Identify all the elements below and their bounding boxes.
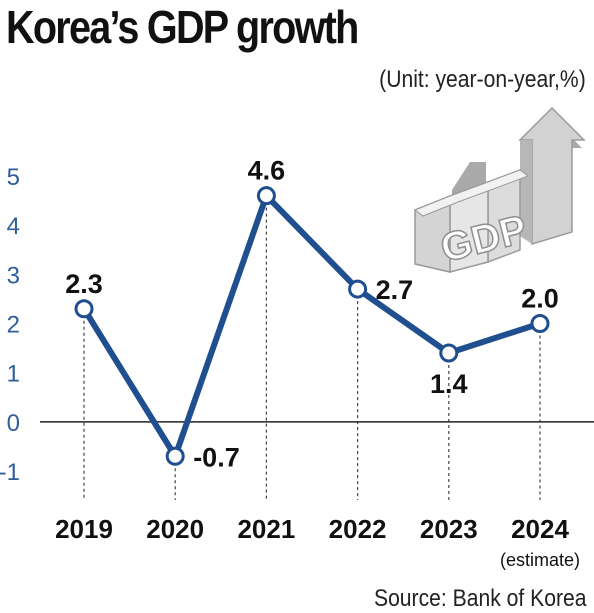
x-tick-label: 2022: [329, 514, 387, 544]
x-tick-label: 2023: [420, 514, 478, 544]
data-point: [256, 186, 276, 206]
x-tick-label: 2021: [237, 514, 295, 544]
chart-title: Korea’s GDP growth: [6, 1, 359, 53]
series-line: [81, 192, 543, 460]
data-point: [74, 299, 94, 319]
illustration-top-face: [413, 169, 530, 217]
y-tick-label: 4: [7, 213, 20, 240]
illustration-arrow-side: [520, 140, 532, 244]
x-tick-label: 2019: [55, 514, 113, 544]
data-label: -0.7: [193, 442, 240, 472]
data-point: [348, 279, 368, 299]
y-tick-label: 5: [7, 164, 20, 191]
x-tick-label: 2024: [511, 514, 569, 544]
unit-label: (Unit: year-on-year,%): [379, 66, 586, 93]
data-label: 2.7: [376, 275, 414, 305]
data-label: 2.0: [521, 284, 559, 314]
data-point: [165, 446, 185, 466]
y-tick-label: 3: [7, 262, 20, 289]
y-tick-label: 2: [7, 312, 20, 339]
x-tick-label: 2020: [146, 514, 204, 544]
data-label: 2.3: [65, 269, 103, 299]
data-label: 4.6: [248, 156, 286, 186]
y-tick-label: 1: [7, 361, 20, 388]
data-point: [530, 314, 550, 333]
gdp-3d-arrow-icon: GDP: [413, 106, 586, 273]
y-tick-label: -1: [0, 459, 20, 486]
y-tick-label: 0: [7, 410, 20, 437]
source-note: Source: Bank of Korea: [373, 585, 586, 612]
data-label: 1.4: [430, 369, 468, 399]
data-point: [439, 343, 459, 363]
x-tick-note: (estimate): [500, 550, 580, 570]
